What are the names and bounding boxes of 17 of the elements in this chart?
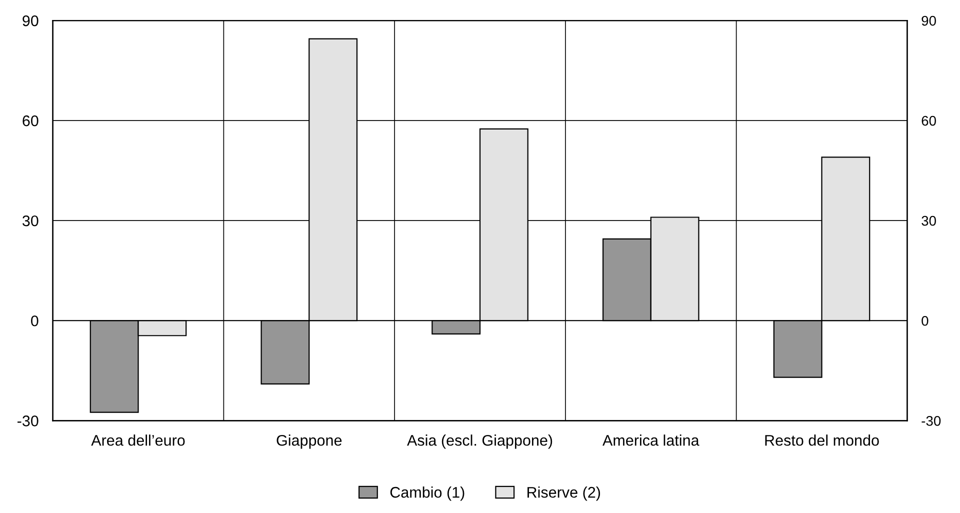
x-tick-label: Asia (escl. Giappone) xyxy=(407,434,552,449)
y2-tick-label: 0 xyxy=(922,316,928,326)
y-tick-label: 60 xyxy=(22,115,38,126)
legend-label: Riserve (2) xyxy=(528,486,600,501)
x-tick-label: Giappone xyxy=(276,434,342,449)
x-tick-label: Resto del mondo xyxy=(765,434,879,446)
x-tick-label: Area dell’euro xyxy=(91,434,185,446)
y2-tick-label: 30 xyxy=(922,216,936,226)
y2-tick-label: -30 xyxy=(922,416,941,426)
y-tick-label: 90 xyxy=(22,15,38,26)
y2-tick-label: 90 xyxy=(922,16,936,26)
y2-tick-label: 60 xyxy=(922,116,936,126)
x-tick-label: America latina xyxy=(602,434,700,446)
y-tick-label: 0 xyxy=(31,315,38,326)
legend-label: Cambio (1) xyxy=(390,486,464,501)
y-tick-label: 30 xyxy=(22,215,38,226)
y-tick-label: -30 xyxy=(18,416,38,426)
